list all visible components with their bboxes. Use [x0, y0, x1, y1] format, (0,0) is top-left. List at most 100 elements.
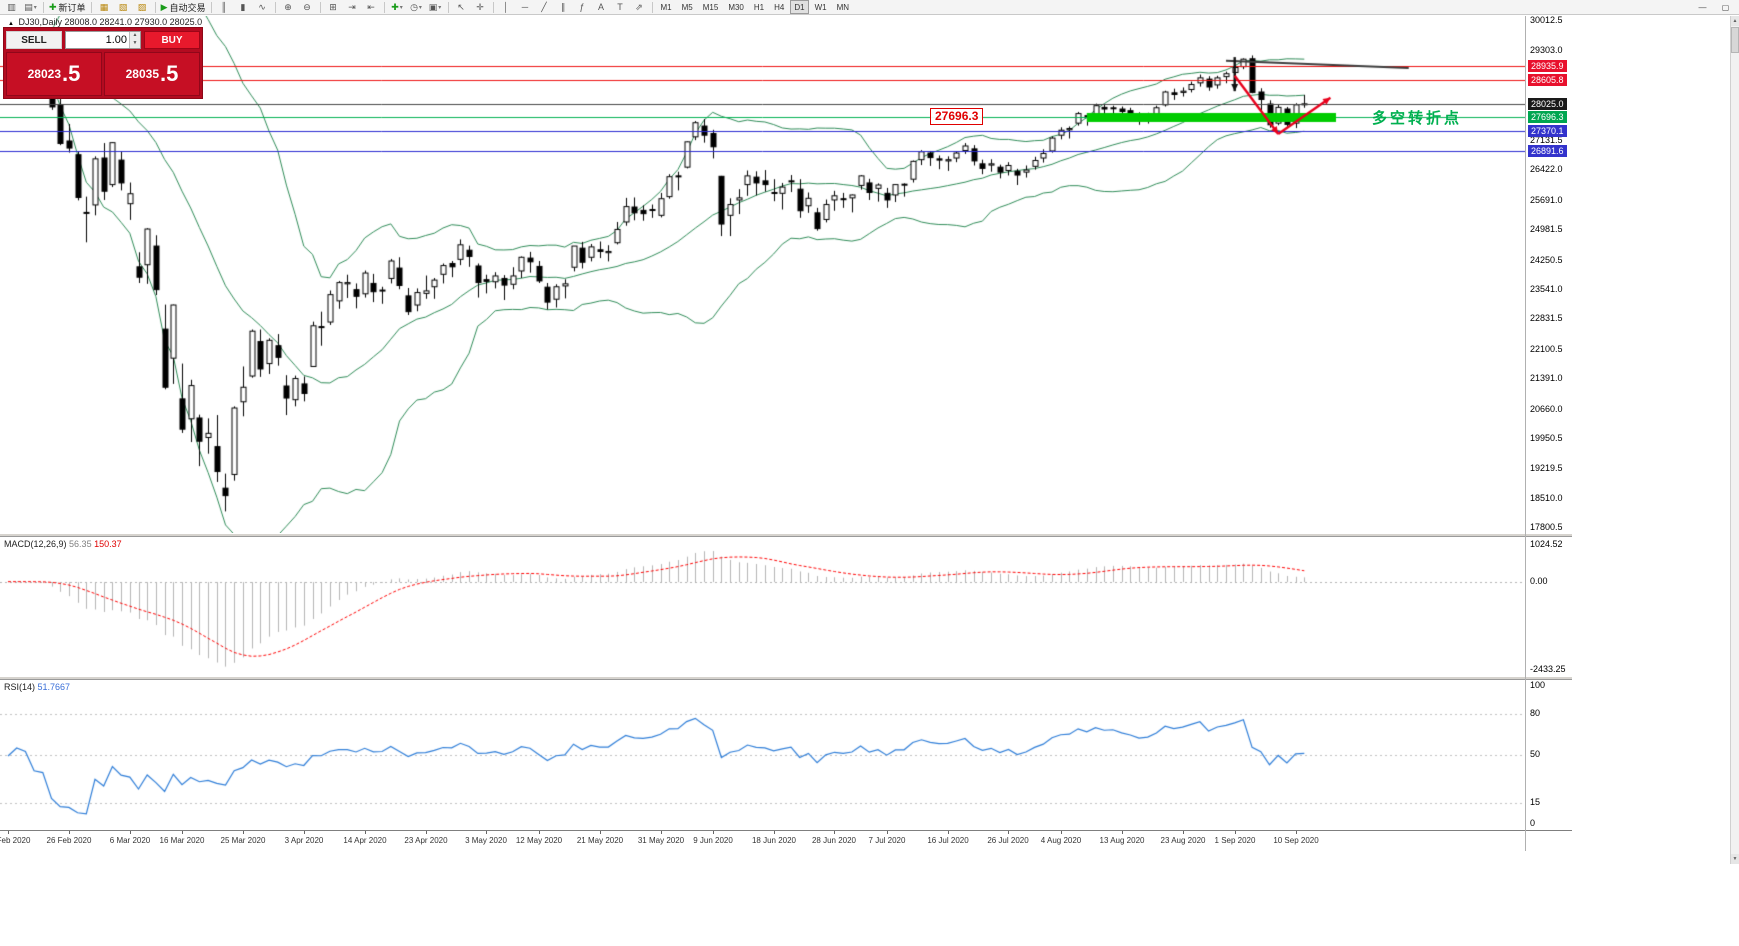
timeframe-m5[interactable]: M5 — [681, 2, 693, 12]
date-tick — [1183, 831, 1184, 834]
date-tick — [1122, 831, 1123, 834]
timeframe-h1[interactable]: H1 — [753, 2, 765, 12]
timeframe-m1[interactable]: M1 — [660, 2, 672, 12]
price-tick: 17800.5 — [1530, 522, 1563, 533]
date-tick — [774, 831, 775, 834]
main-chart-panel — [0, 16, 1525, 533]
auto-scroll-icon[interactable]: ⇥ — [348, 1, 356, 12]
rsi-value: 51.7667 — [37, 682, 71, 692]
price-tick: 21391.0 — [1530, 373, 1563, 384]
lot-size-value[interactable]: 1.00 — [105, 34, 127, 46]
tile-windows-icon[interactable]: ⊞ — [329, 1, 337, 12]
date-label: 3 May 2020 — [465, 836, 507, 845]
rsi-axis: 100 80 50 15 0 — [1526, 680, 1586, 830]
date-tick — [486, 831, 487, 834]
sell-price-button[interactable]: 28023.5 — [6, 52, 102, 96]
date-label: 16 Jul 2020 — [927, 836, 969, 845]
toolbar-separator — [319, 1, 321, 13]
buy-button[interactable]: BUY — [144, 31, 200, 49]
macd-canvas[interactable] — [0, 537, 1525, 676]
lot-size-field[interactable]: 1.00 ▲ ▼ — [65, 31, 141, 49]
bar-chart-icon[interactable]: ║ — [220, 2, 228, 12]
timeframe-mn[interactable]: MN — [836, 2, 850, 12]
auto-trading-button[interactable]: ▶ 自动交易 — [160, 1, 206, 13]
timeframe-d1[interactable]: D1 — [790, 0, 809, 14]
panel-separator-macd[interactable] — [0, 533, 1572, 537]
new-order-button[interactable]: ✚ 新订单 — [49, 1, 86, 13]
vertical-scrollbar[interactable]: ▲ ▼ — [1730, 16, 1739, 864]
date-tick — [69, 831, 70, 834]
date-label: 28 Jun 2020 — [811, 836, 857, 845]
date-label: 12 May 2020 — [515, 836, 563, 845]
price-axis: 30012.5 29303.0 27131.5 26422.0 25691.0 24981… — [1526, 15, 1586, 533]
lot-spinner[interactable]: ▲ ▼ — [129, 32, 140, 48]
fibonacci-icon[interactable]: ƒ — [579, 2, 585, 12]
channel-icon[interactable]: ∥ — [560, 1, 566, 12]
label-icon[interactable]: T — [617, 2, 623, 12]
timeframe-m30[interactable]: M30 — [728, 2, 744, 12]
scroll-down-icon[interactable]: ▼ — [1731, 854, 1739, 864]
sell-price-main: 28023 — [27, 67, 61, 81]
date-label: 21 May 2020 — [576, 836, 624, 845]
scroll-up-icon[interactable]: ▲ — [1731, 16, 1739, 26]
crosshair-icon[interactable]: ✛ — [476, 1, 484, 12]
periods-icon[interactable]: ◷ ▾ — [410, 1, 422, 12]
rsi-label: RSI(14) 51.7667 — [4, 682, 70, 692]
cursor-icon[interactable]: ↖ — [457, 1, 465, 12]
panel-separator-rsi[interactable] — [0, 676, 1572, 680]
zoom-out-icon[interactable]: ⊖ — [303, 1, 311, 12]
price-tick: 23541.0 — [1530, 284, 1563, 295]
price-line-label: 27696.3 — [1528, 111, 1567, 124]
sell-button[interactable]: SELL — [6, 31, 62, 49]
templates-icon[interactable]: ▣ ▾ — [428, 1, 442, 12]
new-chart-icon[interactable]: ▥ — [7, 1, 16, 12]
date-label: 14 Apr 2020 — [343, 836, 387, 845]
price-tick: 24250.5 — [1530, 254, 1563, 265]
date-label: 7 Jul 2020 — [868, 836, 906, 845]
date-label: 1 Sep 2020 — [1214, 836, 1256, 845]
candlestick-chart-icon[interactable]: ▮ — [240, 1, 246, 12]
zoom-in-icon[interactable]: ⊕ — [284, 1, 292, 12]
line-chart-icon[interactable]: ∿ — [258, 1, 266, 12]
macd-name: MACD(12,26,9) — [4, 539, 67, 549]
date-label: 9 Jun 2020 — [693, 836, 733, 845]
date-tick — [887, 831, 888, 834]
horizontal-line-icon[interactable]: ─ — [521, 2, 529, 12]
lot-decrease-icon[interactable]: ▼ — [129, 40, 140, 48]
timeframe-w1[interactable]: W1 — [814, 2, 827, 12]
timeframe-h4[interactable]: H4 — [774, 2, 785, 12]
vertical-line-icon[interactable]: │ — [503, 2, 509, 12]
toolbar-separator — [90, 1, 92, 13]
buy-price-button[interactable]: 28035.5 — [104, 52, 200, 96]
date-tick — [661, 831, 662, 834]
date-tick — [304, 831, 305, 834]
data-window-icon[interactable]: ▧ — [118, 1, 128, 12]
chart-title: ▲ DJ30,Daily 28008.0 28241.0 27930.0 280… — [8, 17, 202, 27]
toolbar-separator — [274, 1, 276, 13]
profiles-icon[interactable]: ▤ ▾ — [24, 1, 37, 12]
date-tick — [539, 831, 540, 834]
market-watch-icon[interactable]: ▦ — [99, 1, 109, 12]
indicators-icon[interactable]: ✚ ▾ — [391, 1, 403, 12]
rsi-canvas[interactable] — [0, 680, 1525, 830]
text-icon[interactable]: A — [597, 2, 604, 12]
chart-shift-icon[interactable]: ⇤ — [367, 1, 375, 12]
price-tick: 26422.0 — [1530, 164, 1563, 175]
symbol-period-label: DJ30,Daily — [18, 17, 62, 27]
arrows-icon[interactable]: ⇗ — [635, 1, 643, 12]
price-line-label: 26891.6 — [1528, 144, 1567, 157]
date-tick — [1296, 831, 1297, 834]
restore-window-icon[interactable]: ▢ — [1721, 2, 1730, 12]
minimize-window-icon[interactable]: — — [1698, 2, 1707, 12]
scrollbar-thumb[interactable] — [1731, 27, 1739, 53]
trendline-icon[interactable]: ╱ — [541, 1, 547, 12]
turning-point-annotation[interactable]: 多空转折点 — [1372, 110, 1463, 128]
support-price-label[interactable]: 27696.3 — [930, 108, 984, 126]
price-chart-canvas[interactable] — [0, 16, 1525, 533]
timeframe-m15[interactable]: M15 — [702, 2, 719, 12]
navigator-icon[interactable]: ▨ — [137, 1, 147, 12]
sell-price-big: .5 — [62, 61, 81, 86]
price-tick: 29303.0 — [1530, 44, 1563, 55]
lot-increase-icon[interactable]: ▲ — [129, 32, 140, 40]
